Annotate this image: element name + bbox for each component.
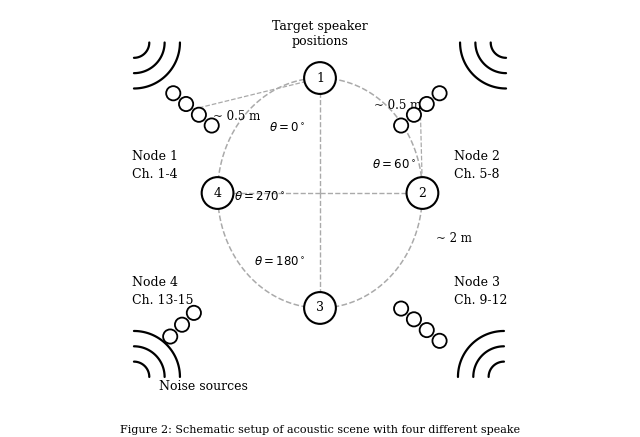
Text: ~ 0.5 m: ~ 0.5 m [212, 110, 260, 123]
Circle shape [407, 312, 421, 326]
Text: $\theta = 0^\circ$: $\theta = 0^\circ$ [269, 121, 305, 135]
Circle shape [179, 97, 193, 111]
Circle shape [192, 108, 206, 122]
Text: ~ 2 m: ~ 2 m [436, 232, 472, 246]
Text: Node 1
Ch. 1-4: Node 1 Ch. 1-4 [132, 150, 178, 181]
Circle shape [406, 177, 438, 209]
Circle shape [433, 334, 447, 348]
Text: $\theta = 60^\circ$: $\theta = 60^\circ$ [372, 159, 416, 172]
Circle shape [304, 62, 336, 94]
Circle shape [420, 323, 434, 337]
Text: ~ 0.5 m: ~ 0.5 m [374, 99, 421, 112]
Circle shape [407, 108, 421, 122]
Circle shape [175, 318, 189, 332]
Circle shape [205, 118, 219, 132]
Text: Figure 2: Schematic setup of acoustic scene with four different speake: Figure 2: Schematic setup of acoustic sc… [120, 425, 520, 435]
Circle shape [304, 292, 336, 324]
Text: Noise sources: Noise sources [159, 380, 248, 393]
Text: Node 4
Ch. 13-15: Node 4 Ch. 13-15 [132, 276, 193, 307]
Text: Node 2
Ch. 5-8: Node 2 Ch. 5-8 [454, 150, 500, 181]
Text: $\theta = 180^\circ$: $\theta = 180^\circ$ [254, 256, 305, 269]
Circle shape [420, 97, 434, 111]
Circle shape [166, 86, 180, 101]
Text: 4: 4 [214, 187, 221, 200]
Circle shape [394, 118, 408, 132]
Text: 1: 1 [316, 72, 324, 84]
Text: Node 3
Ch. 9-12: Node 3 Ch. 9-12 [454, 276, 507, 307]
Circle shape [202, 177, 234, 209]
Text: 2: 2 [419, 187, 426, 200]
Circle shape [433, 86, 447, 101]
Text: Target speaker
positions: Target speaker positions [272, 20, 368, 48]
Text: $\theta = 270^\circ$: $\theta = 270^\circ$ [234, 191, 286, 204]
Circle shape [394, 302, 408, 316]
Circle shape [187, 306, 201, 320]
Circle shape [163, 329, 177, 343]
Text: 3: 3 [316, 302, 324, 315]
